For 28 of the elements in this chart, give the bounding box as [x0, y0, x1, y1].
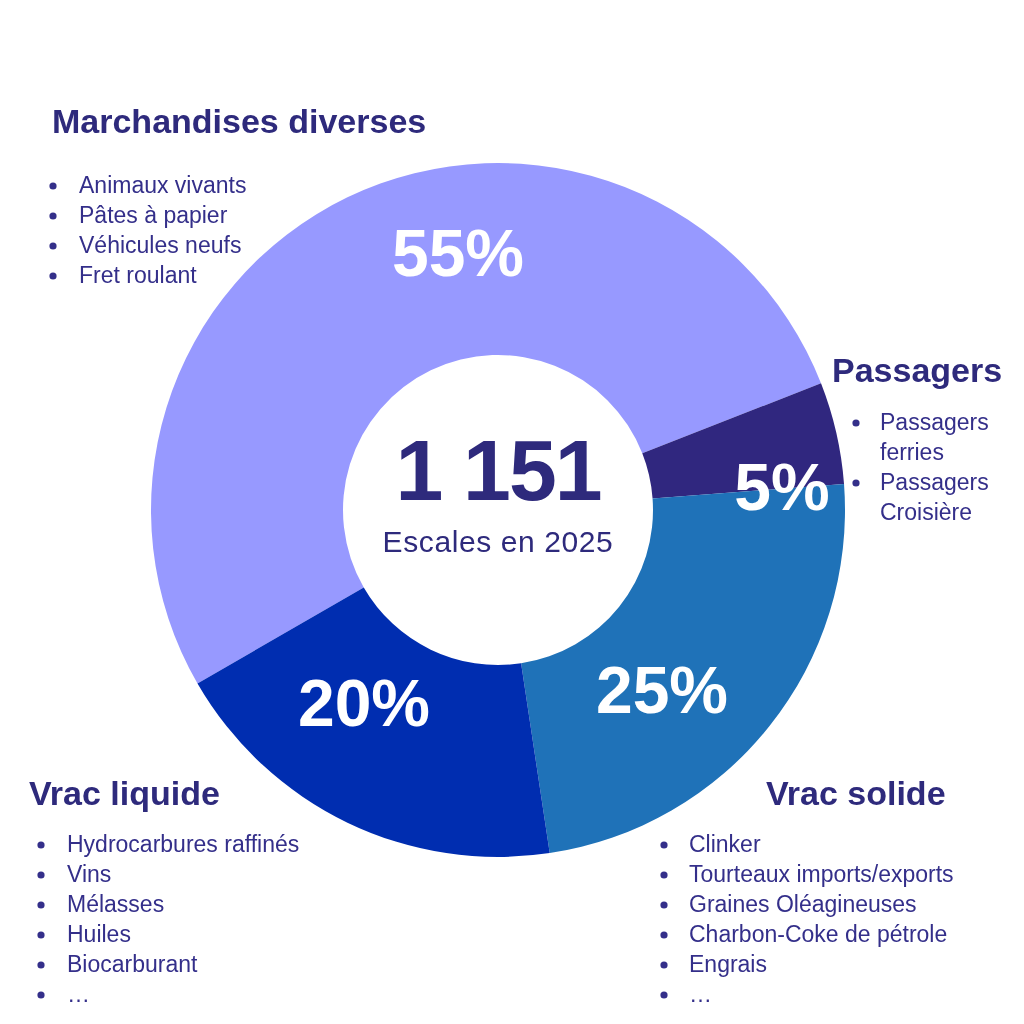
text: Graines Oléagineuses	[689, 891, 917, 917]
text: Passagers ferries	[880, 409, 989, 465]
data-label: 5%	[734, 450, 830, 524]
slice-label: Passagers	[832, 351, 1003, 389]
text: Tourteaux imports/exports	[689, 861, 954, 887]
text: …	[67, 981, 90, 1007]
text: Vins	[67, 861, 112, 887]
data-label: 20%	[297, 666, 431, 740]
text: Véhicules neufs	[79, 232, 242, 258]
text: Charbon-Coke de pétrole	[689, 921, 948, 947]
text: Escales en 2025	[382, 525, 614, 558]
slice-label: Vrac liquide	[29, 774, 220, 812]
text: Passagers Croisière	[880, 469, 989, 525]
text: Animaux vivants	[79, 172, 247, 198]
slice-label: Vrac solide	[766, 774, 946, 812]
text: Fret roulant	[79, 262, 197, 288]
text: 1 151	[395, 422, 601, 518]
text: Hydrocarbures raffinés	[67, 831, 300, 857]
text: …	[689, 981, 712, 1007]
text: Engrais	[689, 951, 767, 977]
text: Pâtes à papier	[79, 202, 228, 228]
slice-label: Marchandises diverses	[52, 102, 427, 140]
text: Clinker	[689, 831, 761, 857]
text: Mélasses	[67, 891, 165, 917]
text: Huiles	[67, 921, 131, 947]
text: Biocarburant	[67, 951, 198, 977]
data-label: 25%	[595, 653, 729, 727]
data-label: 55%	[391, 216, 525, 290]
